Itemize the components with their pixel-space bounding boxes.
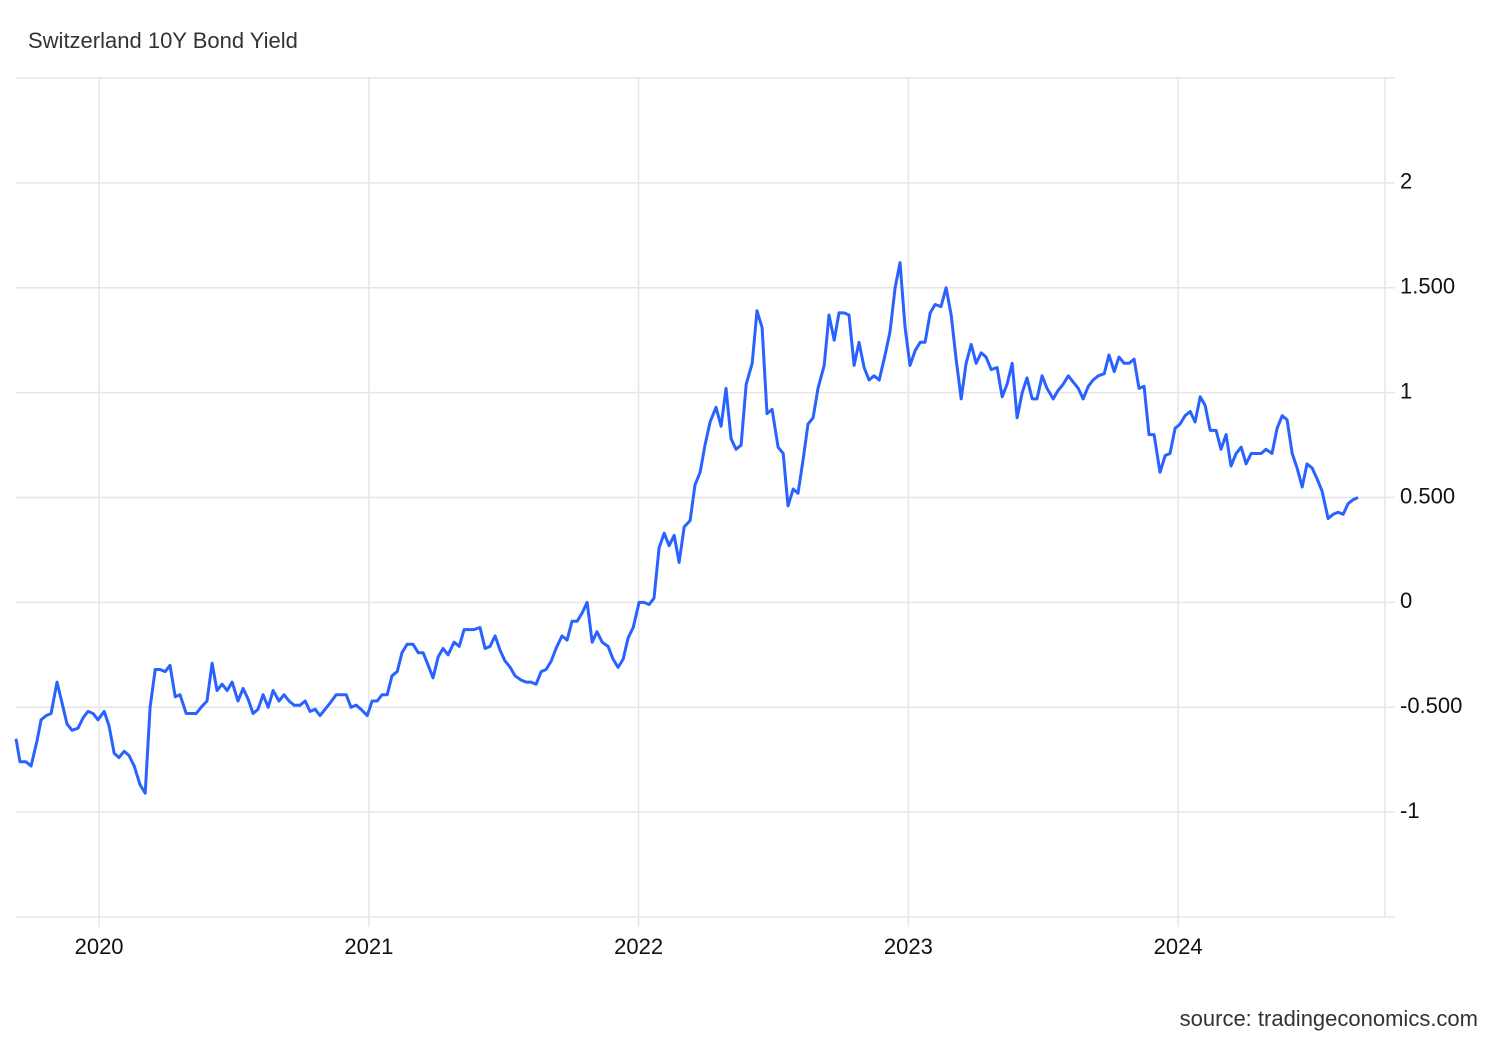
x-tick-label: 2022 bbox=[614, 934, 663, 959]
x-tick-label: 2020 bbox=[75, 934, 124, 959]
x-tick-label: 2024 bbox=[1154, 934, 1203, 959]
chart-title: Switzerland 10Y Bond Yield bbox=[28, 28, 298, 53]
y-tick-label: 0.500 bbox=[1400, 483, 1455, 508]
y-tick-label: 0 bbox=[1400, 588, 1412, 613]
y-tick-label: -1 bbox=[1400, 798, 1420, 823]
y-tick-label: -0.500 bbox=[1400, 693, 1462, 718]
y-tick-label: 1.500 bbox=[1400, 274, 1455, 299]
y-tick-label: 2 bbox=[1400, 169, 1412, 194]
x-tick-label: 2023 bbox=[884, 934, 933, 959]
x-tick-label: 2021 bbox=[344, 934, 393, 959]
data-line bbox=[14, 261, 1359, 795]
y-tick-label: 1 bbox=[1400, 378, 1412, 403]
source-note: source: tradingeconomics.com bbox=[1180, 1006, 1478, 1031]
